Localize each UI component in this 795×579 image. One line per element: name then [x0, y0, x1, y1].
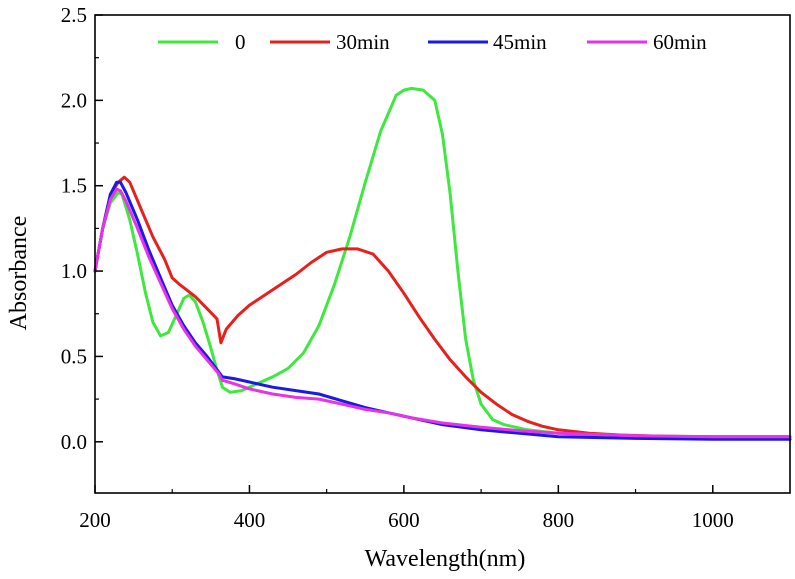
x-tick-label: 200	[79, 508, 111, 532]
plot-lines	[93, 86, 792, 441]
y-tick-label: 2.5	[61, 3, 87, 27]
legend-label-0: 0	[235, 30, 246, 54]
legend-label-30min: 30min	[336, 30, 390, 54]
series-line-45min	[93, 180, 792, 441]
x-axis: 200 400 600 800 1000	[79, 485, 734, 532]
series-line-0	[93, 86, 792, 439]
legend-label-45min: 45min	[493, 30, 547, 54]
plot-frame	[94, 14, 791, 494]
y-axis: 0.0 0.5 1.0 1.5 2.0 2.5	[61, 3, 103, 454]
y-tick-label: 0.0	[61, 430, 87, 454]
x-tick-label: 800	[543, 508, 575, 532]
y-axis-title: Absorbance	[6, 216, 32, 331]
legend: 0 30min 45min 60min	[158, 30, 707, 54]
y-tick-label: 0.5	[61, 344, 87, 368]
x-tick-label: 400	[234, 508, 266, 532]
series-line-60min	[93, 187, 792, 439]
y-tick-label: 2.0	[61, 88, 87, 112]
series-line-30min	[93, 175, 792, 439]
y-tick-label: 1.5	[61, 174, 87, 198]
x-axis-title: Wavelength(nm)	[365, 546, 526, 572]
x-tick-label: 1000	[692, 508, 734, 532]
legend-label-60min: 60min	[653, 30, 707, 54]
x-tick-label: 600	[388, 508, 420, 532]
y-tick-label: 1.0	[61, 259, 87, 283]
